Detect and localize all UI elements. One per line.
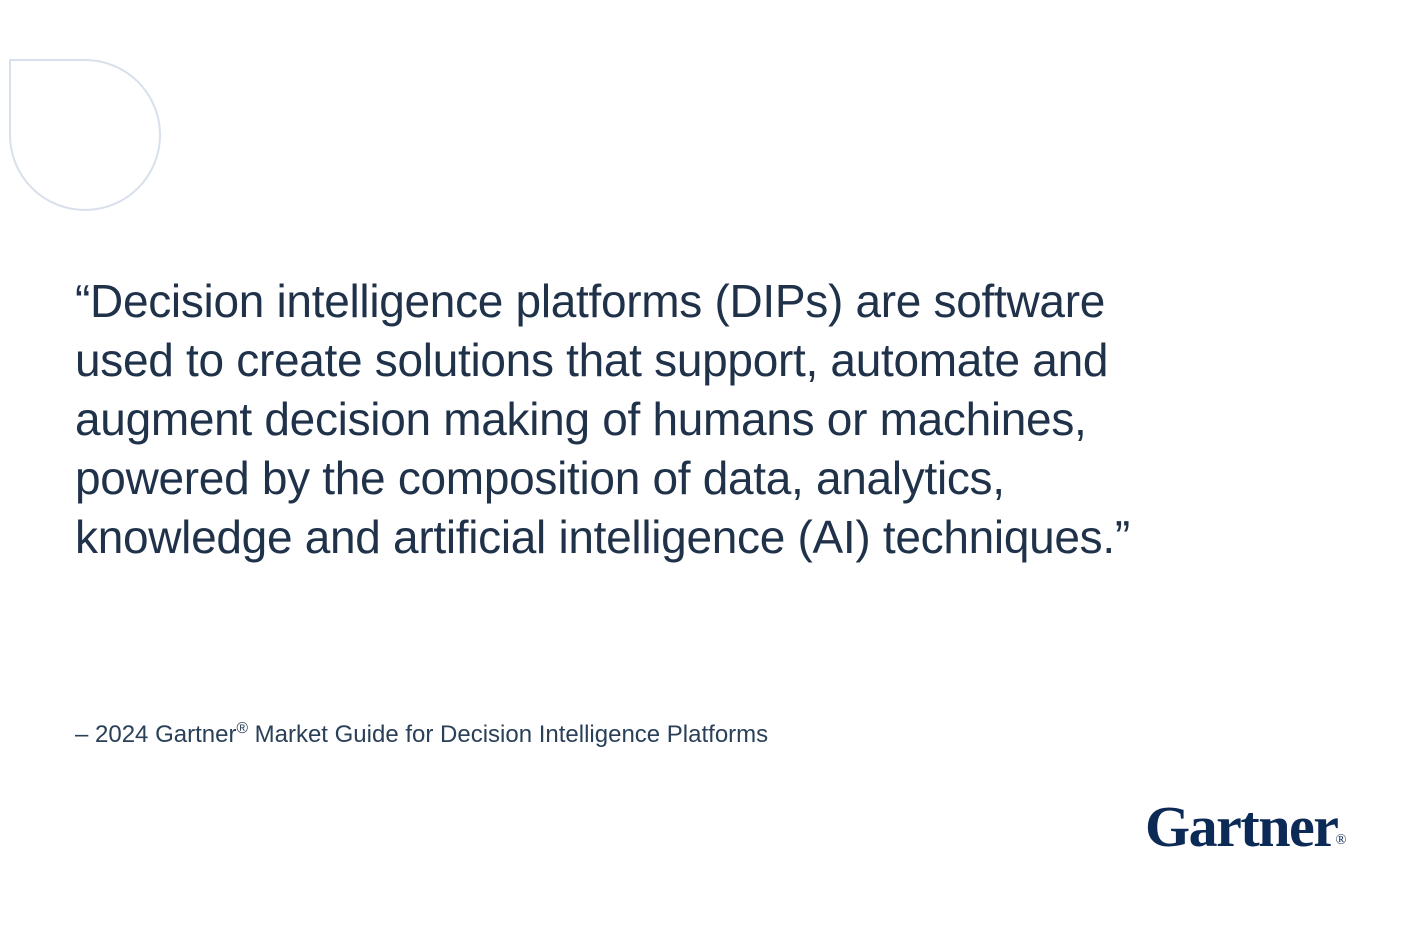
logo-registered-mark: ® bbox=[1335, 832, 1345, 848]
attribution-prefix: – 2024 Gartner bbox=[75, 721, 236, 748]
attribution-suffix: Market Guide for Decision Intelligence P… bbox=[248, 721, 768, 748]
gartner-logo: Gartner® bbox=[1145, 798, 1347, 856]
logo-text: Gartner bbox=[1145, 794, 1337, 859]
quote-text: “Decision intelligence platforms (DIPs) … bbox=[75, 272, 1135, 566]
quote-attribution: – 2024 Gartner® Market Guide for Decisio… bbox=[75, 720, 768, 749]
quote-bubble-icon bbox=[0, 50, 170, 225]
quote-card: “Decision intelligence platforms (DIPs) … bbox=[0, 0, 1422, 936]
registered-mark: ® bbox=[236, 720, 248, 737]
